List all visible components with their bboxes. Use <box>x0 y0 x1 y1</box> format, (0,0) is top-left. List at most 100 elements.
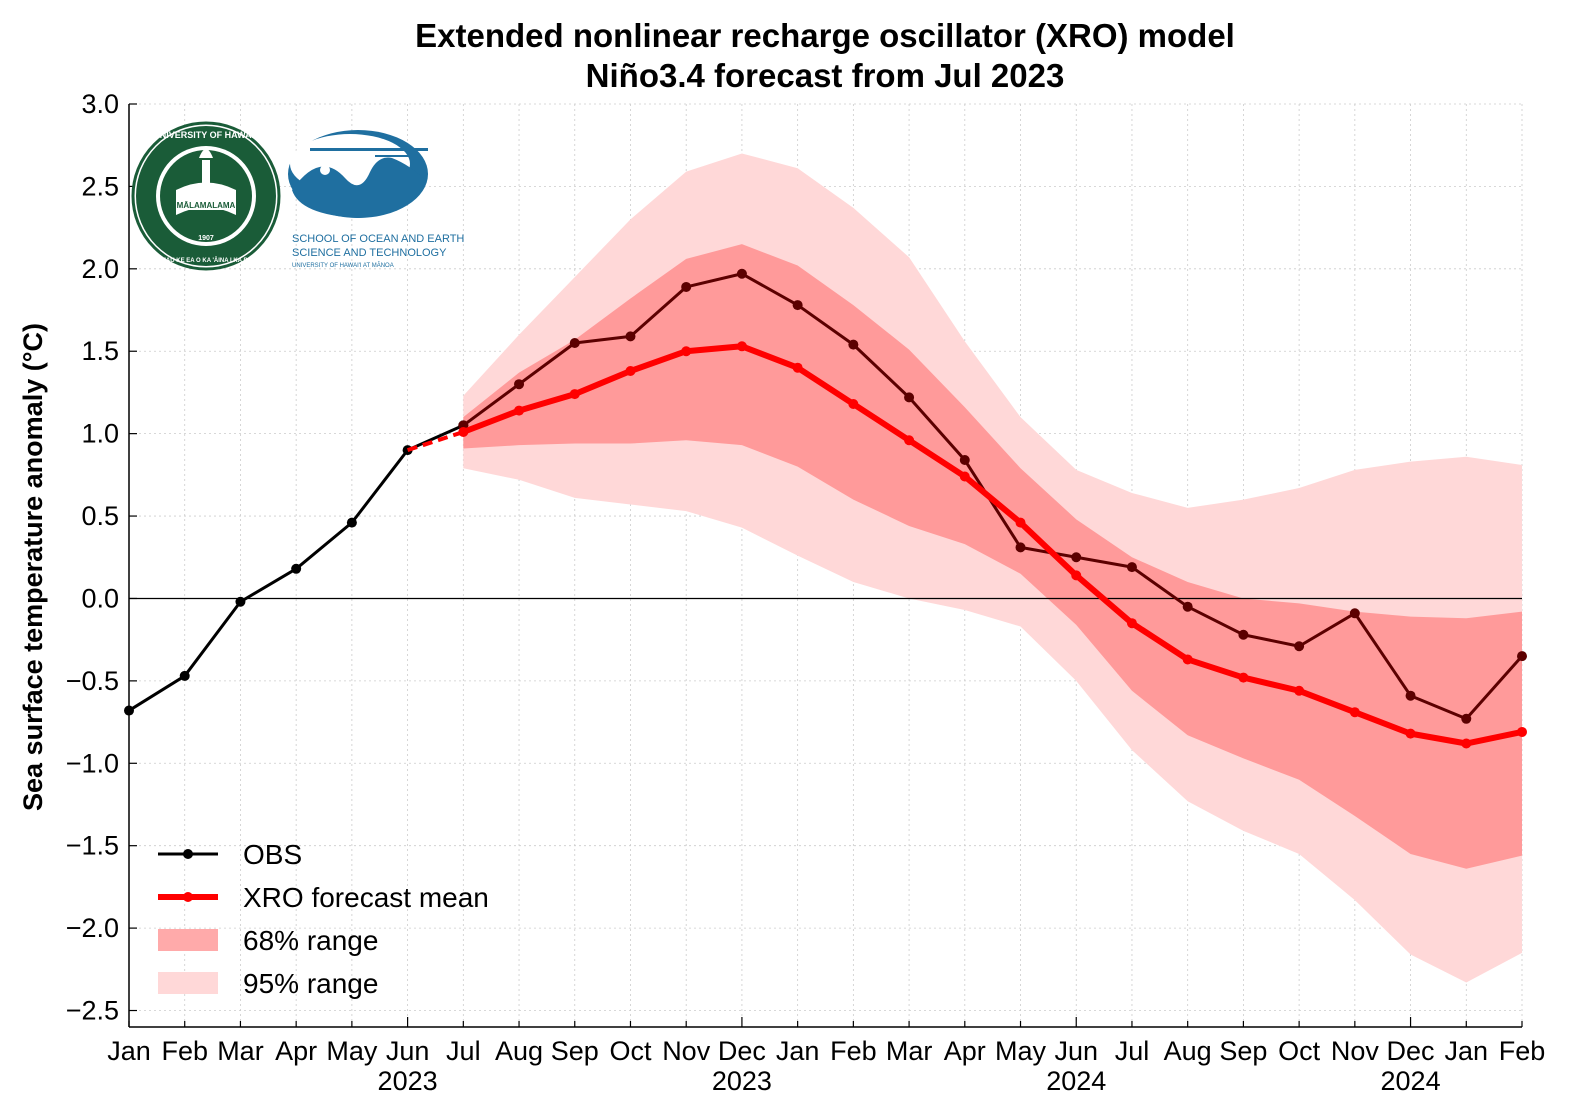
forecast-mean-point <box>1238 672 1249 683</box>
soest-logo: SCHOOL OF OCEAN AND EARTH SCIENCE AND TE… <box>288 130 464 269</box>
forecast-mean-point <box>959 471 970 482</box>
range-95-area <box>463 153 1522 983</box>
legend-range68-label: 68% range <box>243 925 378 956</box>
forecast-mean-point <box>1405 728 1416 739</box>
legend-range95-swatch <box>158 972 218 994</box>
soest-line1: SCHOOL OF OCEAN AND EARTH <box>292 233 464 245</box>
y-axis-label: Sea surface temperature anomaly (°C) <box>18 323 48 811</box>
obs-verification-point <box>1517 651 1527 662</box>
obs-point <box>291 563 302 574</box>
forecast-mean-line <box>462 343 1523 747</box>
legend-mean-marker <box>183 892 193 902</box>
forecast-mean-point <box>1071 570 1082 581</box>
legend-item-obs: OBS <box>158 839 302 870</box>
x-tick-label: Apr <box>275 1036 317 1066</box>
chart-subtitle: Niño3.4 forecast from Jul 2023 <box>586 57 1065 94</box>
range-95-band <box>463 153 1522 983</box>
x-tick-label: Jul <box>446 1036 481 1066</box>
forecast-mean-point <box>1126 618 1137 629</box>
forecast-mean-series <box>406 341 1527 749</box>
y-tick-label: −0.5 <box>66 666 119 696</box>
x-tick-label: Dec <box>718 1036 766 1066</box>
obs-verification-point <box>959 455 970 466</box>
y-tick-label: 1.5 <box>81 336 119 366</box>
y-tick-label: 1.0 <box>81 419 119 449</box>
y-tick-label: 2.0 <box>81 254 119 284</box>
obs-verification-point <box>1126 562 1137 573</box>
x-tick-label: Jan <box>776 1036 820 1066</box>
x-tick-label: Jun <box>386 1036 430 1066</box>
x-tick-label: Feb <box>830 1036 877 1066</box>
forecast-mean-point <box>1461 738 1472 749</box>
uh-seal-year: 1907 <box>198 235 214 242</box>
x-tick-label: Jun <box>1054 1036 1098 1066</box>
x-tick-label: Jan <box>1445 1036 1489 1066</box>
uh-seal-logo: MĀLAMALAMA UNIVERSITY OF HAWAI'I UA MAU … <box>131 121 281 271</box>
obs-verification-point <box>1182 601 1193 612</box>
obs-verification-point <box>1015 542 1026 553</box>
legend-item-range95: 95% range <box>158 968 378 999</box>
forecast-mean-point <box>904 435 915 446</box>
x-tick-label: Jul <box>1115 1036 1150 1066</box>
obs-point <box>179 670 190 681</box>
obs-verification-point <box>681 281 692 292</box>
forecast-mean-point <box>1294 685 1305 696</box>
legend-mean-label: XRO forecast mean <box>243 882 489 913</box>
uh-seal-motto: UA MAU KE EA O KA 'ĀINA I KA PONO <box>151 257 262 264</box>
legend-item-range68: 68% range <box>158 925 378 956</box>
obs-verification-point <box>1405 690 1416 701</box>
y-tick-label: 0.0 <box>81 583 119 613</box>
x-tick-label: Feb <box>1499 1036 1546 1066</box>
x-tick-label: Mar <box>886 1036 933 1066</box>
forecast-mean-point <box>1349 707 1360 718</box>
forecast-bridge-line <box>406 430 464 453</box>
forecast-mean-point <box>1015 517 1026 528</box>
obs-verification-point <box>848 339 859 350</box>
legend: OBS XRO forecast mean 68% range 95% rang… <box>158 839 489 999</box>
x-tick-label: Nov <box>662 1036 711 1066</box>
x-tick-label: Nov <box>1331 1036 1380 1066</box>
y-tick-label: 2.5 <box>81 171 119 201</box>
range-68-band <box>463 244 1522 869</box>
x-tick-label: Jan <box>107 1036 151 1066</box>
x-tick-label: Aug <box>495 1036 543 1066</box>
obs-verification-point <box>736 268 747 279</box>
forecast-mean-point <box>514 405 525 416</box>
x-tick-label: Sep <box>551 1036 599 1066</box>
obs-point <box>235 596 246 607</box>
obs-verification-point <box>514 379 525 390</box>
x-tick-label: Oct <box>609 1036 652 1066</box>
y-tick-label: 3.0 <box>81 89 119 119</box>
obs-verification-point <box>1461 713 1472 724</box>
forecast-mean-point <box>1182 654 1193 665</box>
obs-verification-series <box>458 268 1527 724</box>
x-tick-label: Oct <box>1278 1036 1321 1066</box>
obs-verification-point <box>1294 641 1305 652</box>
legend-obs-marker <box>183 849 193 859</box>
x-year-label: 2023 <box>712 1066 772 1096</box>
x-year-label: 2024 <box>1046 1066 1106 1096</box>
chart-title: Extended nonlinear recharge oscillator (… <box>415 17 1235 54</box>
obs-verification-point <box>1238 629 1249 640</box>
forecast-mean-point <box>792 362 803 373</box>
axes <box>128 104 1522 1028</box>
legend-range95-label: 95% range <box>243 968 378 999</box>
soest-line2: SCIENCE AND TECHNOLOGY <box>292 247 447 259</box>
obs-verification-line <box>462 272 1524 721</box>
x-axis-ticks: Jan Feb Mar Apr May Jun Jul Aug Sep Oct Nov Dec Jan F… <box>107 1017 1545 1096</box>
x-tick-label: May <box>995 1036 1047 1066</box>
y-axis-ticks: 3.0 2.5 2.0 1.5 1.0 0.5 0.0 −0.5 −1.0 −1.5 −2.0 −2.… <box>66 89 137 1026</box>
x-year-label: 2023 <box>378 1066 438 1096</box>
legend-obs-label: OBS <box>243 839 302 870</box>
x-tick-label: Feb <box>161 1036 208 1066</box>
soest-line3: UNIVERSITY OF HAWAI'I AT MĀNOA <box>292 262 394 269</box>
x-tick-label: Aug <box>1164 1036 1212 1066</box>
x-tick-label: May <box>326 1036 378 1066</box>
x-tick-label: Mar <box>217 1036 264 1066</box>
forecast-mean-point <box>848 398 859 409</box>
y-tick-label: −2.5 <box>66 996 119 1026</box>
x-tick-label: Sep <box>1219 1036 1267 1066</box>
obs-verification-point <box>625 331 636 342</box>
forecast-mean-point <box>1517 726 1527 737</box>
